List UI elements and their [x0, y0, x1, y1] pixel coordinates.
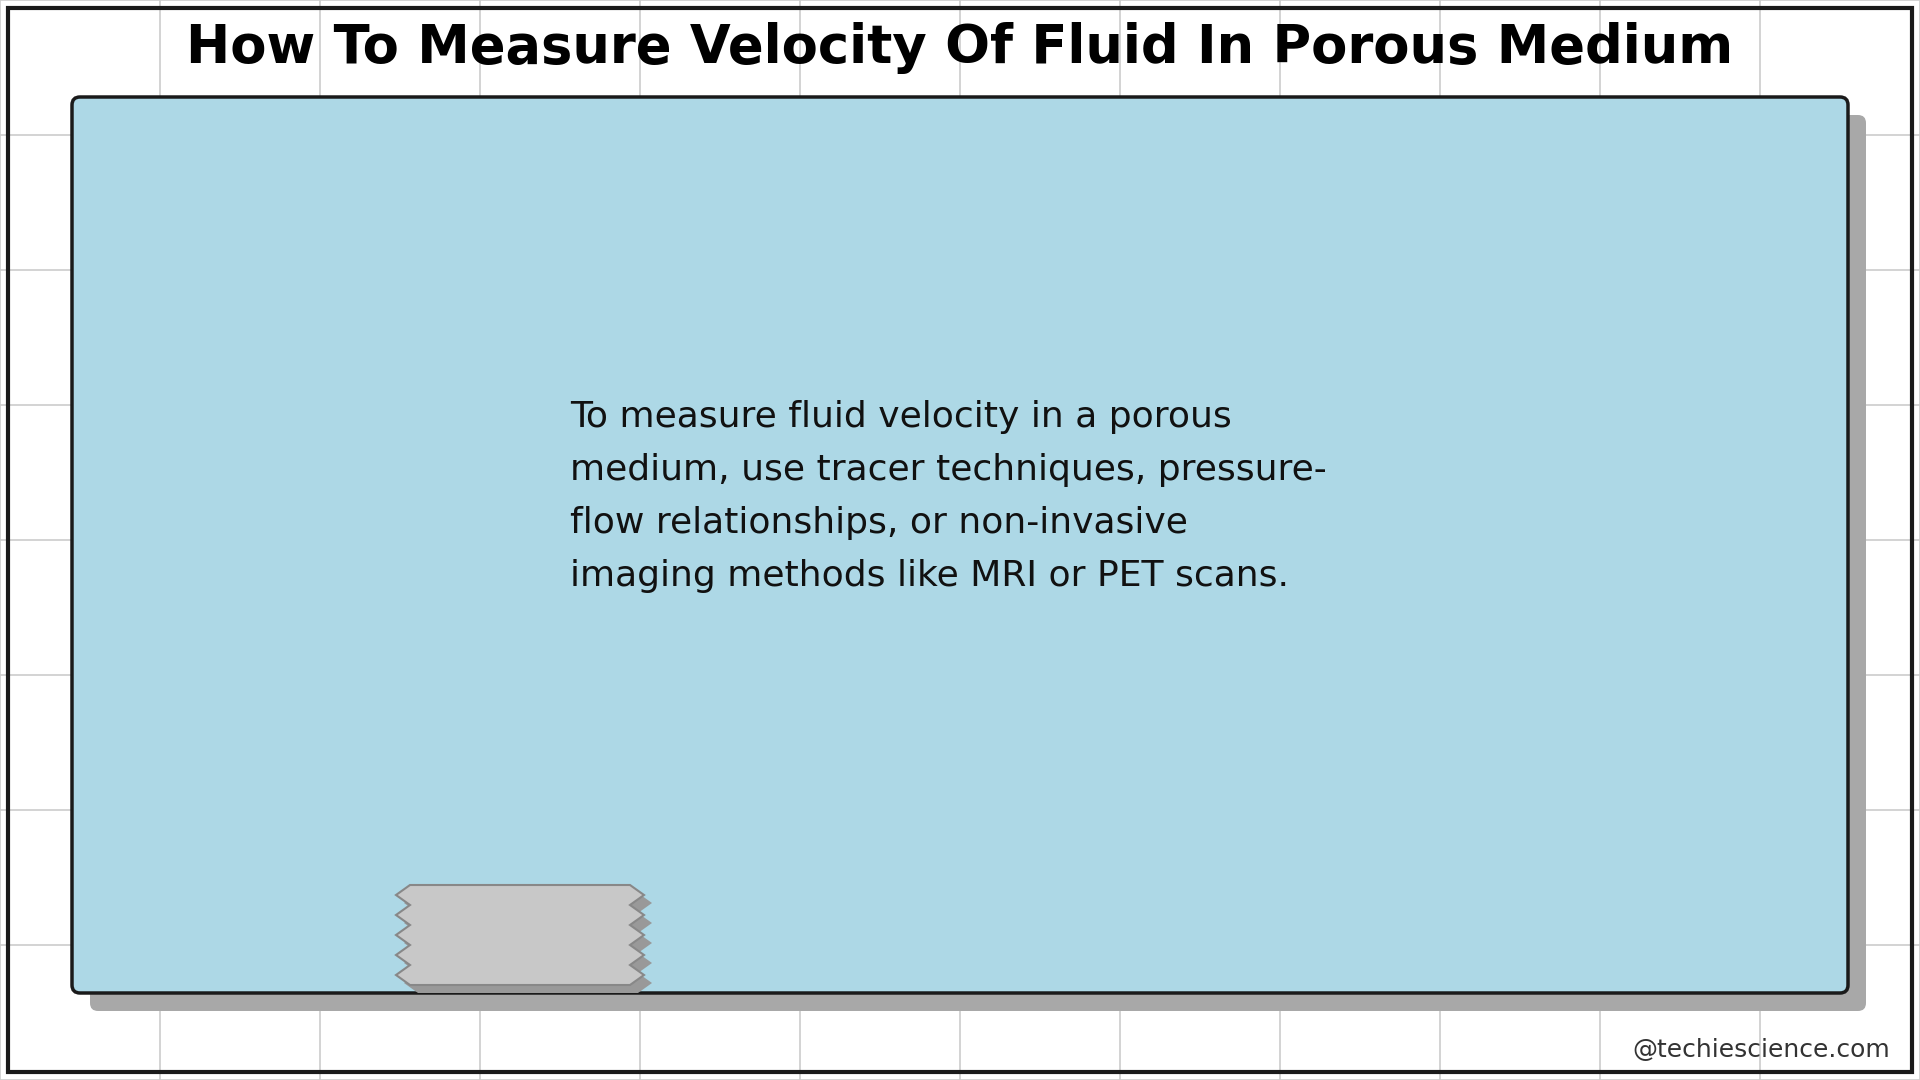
- FancyBboxPatch shape: [90, 114, 1866, 1011]
- Text: @techiescience.com: @techiescience.com: [1632, 1038, 1889, 1062]
- Text: To measure fluid velocity in a porous
medium, use tracer techniques, pressure-
f: To measure fluid velocity in a porous me…: [570, 400, 1327, 593]
- FancyBboxPatch shape: [73, 97, 1847, 993]
- Polygon shape: [396, 885, 643, 985]
- Polygon shape: [403, 893, 653, 993]
- Text: How To Measure Velocity Of Fluid In Porous Medium: How To Measure Velocity Of Fluid In Poro…: [186, 22, 1734, 75]
